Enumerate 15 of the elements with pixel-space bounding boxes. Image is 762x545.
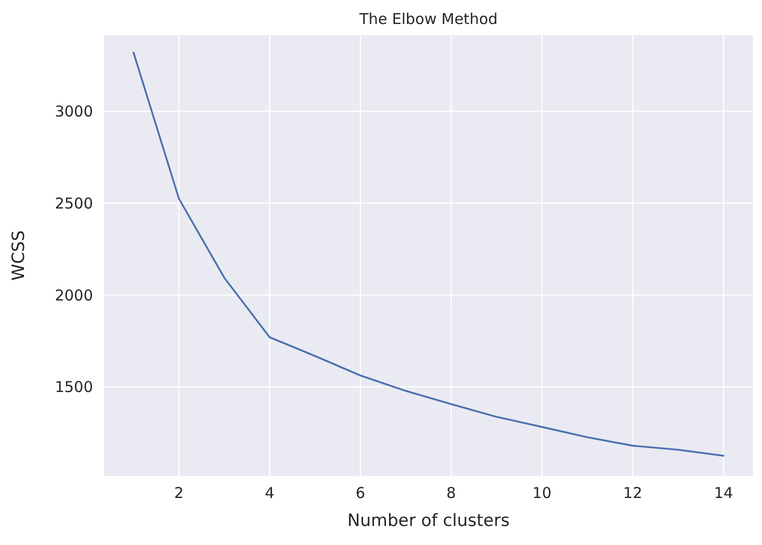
x-tick-label: 12 (623, 484, 642, 502)
x-tick-label: 2 (174, 484, 184, 502)
x-tick-label: 10 (532, 484, 552, 502)
x-tick-label: 8 (446, 484, 456, 502)
x-tick-label: 14 (714, 484, 734, 502)
y-tick-label: 2500 (54, 194, 93, 212)
x-axis-title: Number of clusters (347, 511, 510, 531)
chart-title: The Elbow Method (358, 10, 498, 28)
x-tick-label: 6 (356, 484, 366, 502)
y-tick-label: 2000 (54, 286, 93, 304)
line-series (132, 52, 724, 457)
y-tick-label: 3000 (54, 102, 93, 121)
x-tick-label: 4 (264, 484, 274, 502)
y-tick-label: 1500 (54, 378, 93, 396)
y-axis-title: WCSS (9, 230, 29, 281)
